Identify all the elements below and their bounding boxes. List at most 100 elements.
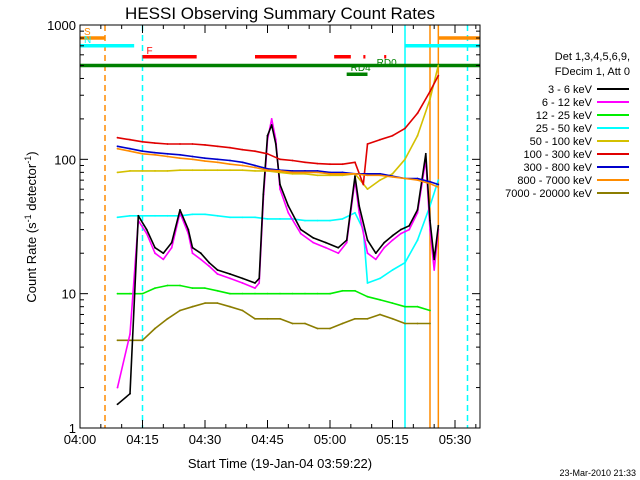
- series-point-4-1: [129, 392, 131, 395]
- series-point-3-16: [258, 282, 261, 284]
- series-point-7-17: [329, 171, 331, 174]
- series-point-5-14: [291, 172, 294, 175]
- series-point-8-3: [154, 153, 156, 156]
- series-point-4-36: [416, 209, 419, 211]
- series-point-8-11: [254, 166, 256, 169]
- series-point-0-9: [229, 305, 231, 308]
- series-point-8-21: [379, 174, 381, 177]
- series-point-2-15: [304, 219, 306, 222]
- series-point-3-35: [408, 228, 411, 231]
- series-point-7-6: [191, 155, 194, 158]
- series-point-1-16: [316, 292, 319, 295]
- series-point-2-18: [341, 218, 344, 220]
- series-point-1-20: [366, 295, 369, 298]
- series-point-7-7: [204, 157, 206, 160]
- series-point-5-26: [437, 64, 440, 67]
- y-tick-label-0: 1: [69, 421, 76, 436]
- series-point-0-0: [116, 339, 119, 342]
- series-point-4-4: [154, 246, 156, 249]
- series-point-6-26: [429, 90, 431, 93]
- legend-label-1: 6 - 12 keV: [542, 97, 593, 109]
- x-tick-label-5: 05:15: [376, 432, 409, 447]
- series-point-4-3: [145, 228, 148, 231]
- series-point-0-10: [241, 309, 244, 312]
- series-point-7-2: [141, 150, 144, 153]
- series-point-2-6: [191, 213, 194, 216]
- series-point-1-22: [391, 302, 394, 304]
- series-point-1-15: [304, 292, 306, 295]
- series-point-5-9: [229, 169, 231, 172]
- series-point-6-13: [279, 158, 281, 161]
- flag-label-4: RD0: [377, 58, 397, 69]
- series-point-0-13: [279, 317, 281, 320]
- series-point-0-19: [354, 317, 356, 320]
- series-point-3-0: [116, 386, 119, 389]
- legend-label-5: 100 - 300 keV: [524, 149, 593, 161]
- series-point-0-7: [204, 302, 206, 304]
- flag-label-2: F: [147, 46, 153, 57]
- series-point-4-2: [137, 214, 140, 217]
- series-point-6-23: [391, 134, 394, 137]
- series-point-1-4: [166, 284, 169, 287]
- series-point-2-10: [241, 216, 244, 219]
- series-point-2-17: [329, 219, 331, 222]
- x-tick-label-1: 04:15: [126, 432, 159, 447]
- series-point-6-2: [141, 140, 144, 143]
- series-point-6-19: [354, 161, 356, 164]
- series-point-6-9: [229, 146, 231, 149]
- series-point-4-8: [187, 228, 190, 231]
- series-point-7-3: [154, 151, 156, 154]
- series-point-5-16: [316, 174, 319, 177]
- legend-label-8: 7000 - 20000 keV: [505, 188, 593, 200]
- series-point-1-8: [216, 289, 219, 292]
- series-point-5-20: [366, 188, 369, 191]
- series-point-8-2: [141, 152, 144, 155]
- series-point-7-10: [241, 161, 244, 164]
- series-line-1: [117, 284, 431, 312]
- series-point-1-0: [116, 292, 119, 295]
- series-point-3-19: [270, 118, 273, 120]
- series-point-0-15: [304, 322, 306, 325]
- series-point-3-39: [433, 269, 436, 271]
- series-point-1-12: [266, 292, 269, 295]
- series-point-1-17: [329, 292, 331, 295]
- series-point-0-12: [266, 317, 269, 320]
- series-point-2-23: [391, 269, 394, 271]
- series-point-6-18: [341, 163, 344, 166]
- series-point-7-15: [304, 170, 306, 172]
- series-point-8-9: [229, 163, 231, 166]
- series-point-0-3: [154, 327, 156, 330]
- series-point-8-4: [166, 155, 169, 158]
- series-point-5-4: [166, 170, 169, 172]
- series-line-0: [117, 302, 430, 342]
- series-point-5-1: [129, 170, 131, 172]
- series-point-3-24: [312, 241, 315, 244]
- series-point-8-1: [129, 150, 131, 153]
- series-point-4-31: [374, 252, 377, 255]
- series-point-8-18: [341, 172, 344, 175]
- series-point-1-10: [241, 292, 244, 295]
- series-point-4-17: [262, 193, 265, 196]
- x-axis-label: Start Time (19-Jan-04 03:59:22): [188, 456, 372, 471]
- series-point-4-20: [274, 143, 277, 145]
- series-point-4-0: [116, 403, 119, 406]
- plot-frame: [79, 24, 481, 429]
- series-point-4-11: [208, 261, 211, 264]
- series-point-4-21: [279, 183, 281, 186]
- series-point-1-6: [191, 287, 194, 289]
- series-point-6-4: [166, 143, 169, 145]
- series-point-0-6: [191, 305, 194, 308]
- series-point-4-6: [170, 241, 173, 244]
- series-point-1-2: [141, 292, 144, 295]
- y-tick-label-1: 10: [62, 287, 76, 302]
- series-point-0-21: [379, 313, 381, 316]
- series-point-8-25: [429, 182, 431, 185]
- series-point-3-31: [374, 258, 377, 261]
- legend-header-line-1: Det 1,3,4,5,6,9,: [555, 51, 630, 63]
- series-point-3-23: [299, 232, 302, 235]
- series-point-8-17: [329, 172, 331, 175]
- series-point-7-4: [166, 152, 169, 155]
- series-point-8-20: [366, 174, 369, 177]
- series-point-4-19: [270, 124, 273, 126]
- series-point-4-12: [216, 269, 219, 271]
